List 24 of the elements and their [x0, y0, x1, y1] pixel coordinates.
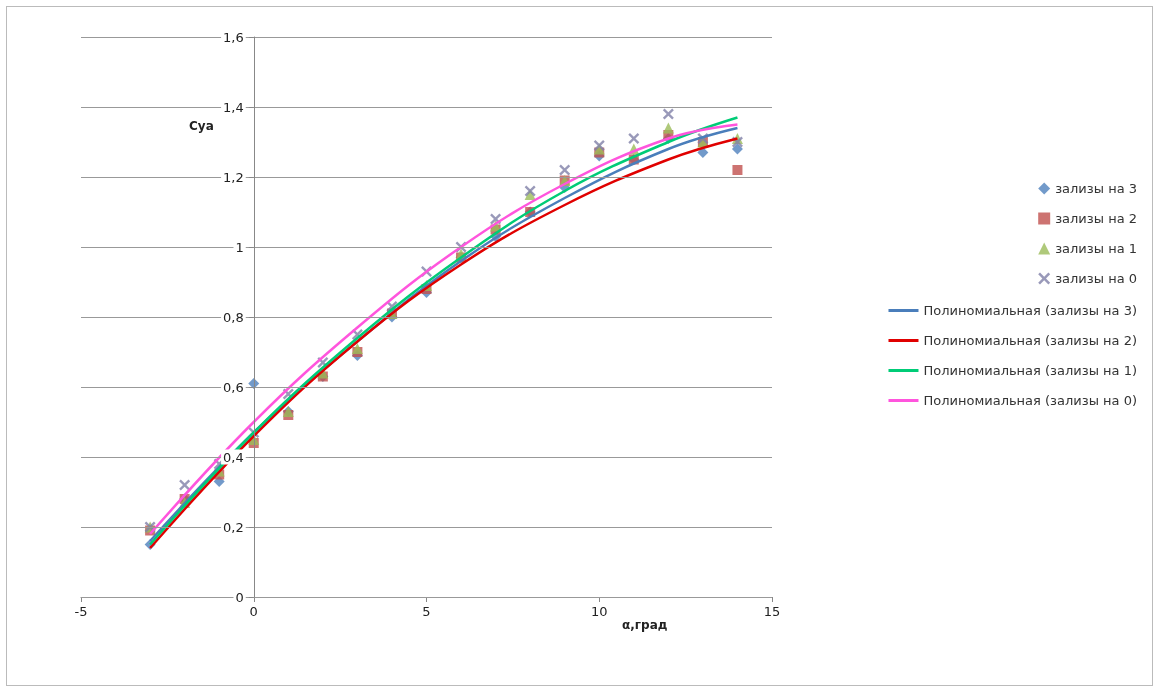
- legend-label: зализы на 2: [1055, 211, 1138, 226]
- x-tick-label: 10: [590, 604, 608, 619]
- x-tick-label: -5: [74, 604, 88, 619]
- y-tick-label: 0,2: [223, 519, 244, 535]
- legend-label: зализы на 1: [1055, 241, 1138, 256]
- legend-label: Полиномиальная (зализы на 1): [923, 363, 1138, 378]
- y-axis-title: Cya: [189, 119, 214, 133]
- x-tick-label: 5: [422, 604, 431, 619]
- legend-label: зализы на 3: [1055, 181, 1138, 196]
- x-tick-label: 0: [249, 604, 258, 619]
- y-tick-label: 0,8: [223, 309, 244, 325]
- x-axis-title: α,град: [622, 618, 668, 632]
- y-tick-label: 1,2: [223, 169, 244, 185]
- legend-label: Полиномиальная (зализы на 0): [923, 393, 1138, 408]
- y-tick-label: 0,6: [223, 379, 244, 395]
- legend-label: Полиномиальная (зализы на 2): [923, 333, 1138, 348]
- legend-label: Полиномиальная (зализы на 3): [923, 303, 1138, 318]
- y-tick-label: 1: [235, 239, 244, 255]
- legend-label: зализы на 0: [1055, 271, 1138, 286]
- y-tick-label: 0,4: [223, 449, 244, 465]
- y-tick-label: 0: [235, 589, 244, 605]
- x-tick-label: 15: [763, 604, 781, 619]
- y-tick-label: 1,4: [223, 99, 244, 115]
- y-tick-label: 1,6: [223, 29, 244, 45]
